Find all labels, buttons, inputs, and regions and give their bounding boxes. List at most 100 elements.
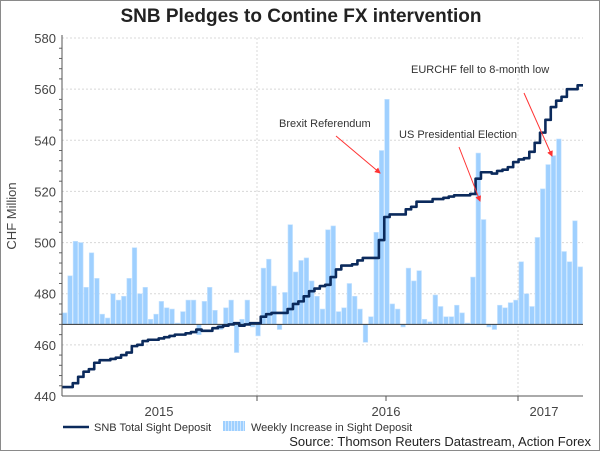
bar <box>137 293 143 325</box>
bar <box>507 302 514 325</box>
bar <box>115 299 121 325</box>
bar <box>67 275 73 325</box>
y-tick-label: 560 <box>34 82 56 97</box>
bar <box>448 316 454 325</box>
bar <box>255 324 261 337</box>
y-axis-label: CHF Million <box>4 182 19 249</box>
bar <box>566 261 573 325</box>
y-tick-label: 540 <box>34 133 56 148</box>
bar <box>432 294 438 325</box>
bar <box>223 307 229 325</box>
y-tick-label: 460 <box>34 338 56 353</box>
bar <box>99 313 105 325</box>
bar <box>153 313 159 325</box>
bar <box>416 270 422 325</box>
bar <box>164 307 170 325</box>
bar <box>438 306 444 325</box>
bar <box>207 287 213 325</box>
annotation-label: US Presidential Election <box>399 129 517 141</box>
bar <box>62 312 68 325</box>
bar <box>421 318 428 325</box>
bar <box>497 304 503 325</box>
bar <box>276 324 283 330</box>
annotation-arrow <box>523 92 553 157</box>
bar <box>94 278 100 325</box>
bar <box>550 155 557 325</box>
x-tick-label: 2016 <box>372 404 401 419</box>
bar <box>362 324 369 343</box>
bar <box>524 293 530 325</box>
bar <box>518 261 524 325</box>
bar <box>368 316 374 325</box>
annotation-arrow <box>335 135 381 174</box>
bar <box>212 310 218 325</box>
bar <box>384 99 390 325</box>
bar <box>481 219 487 325</box>
bar <box>121 295 127 325</box>
bar <box>341 307 347 325</box>
annotations: Brexit Referendum US Presidential Electio… <box>279 64 553 202</box>
bar <box>357 308 363 325</box>
y-tick-label: 480 <box>34 287 56 302</box>
bar <box>148 318 154 325</box>
x-tick-label: 2015 <box>145 404 174 419</box>
annotation-arrow <box>458 146 481 202</box>
axes: 440 460 480 500 520 540 560 580 2015 2016 2017 <box>34 31 583 419</box>
bar <box>352 295 358 325</box>
source-note: Source: Thomson Reuters Datastream, Acti… <box>289 434 591 449</box>
bar <box>169 308 175 325</box>
bar <box>293 271 299 325</box>
bar <box>142 287 148 325</box>
bar <box>405 267 412 325</box>
bar <box>529 306 535 325</box>
annotation-label: Brexit Referendum <box>279 118 371 130</box>
bar <box>271 285 277 325</box>
bar <box>513 299 519 325</box>
bar <box>336 311 342 325</box>
bar <box>319 308 326 325</box>
bar <box>389 303 395 325</box>
y-tick-label: 440 <box>34 389 56 404</box>
bar <box>314 295 320 325</box>
bar <box>78 242 84 325</box>
bar <box>411 280 417 325</box>
chart-title: SNB Pledges to Contine FX intervention <box>120 6 482 27</box>
bar <box>545 164 551 325</box>
bar <box>110 293 116 325</box>
legend: SNB Total Sight Deposit Weekly Increase … <box>63 421 412 434</box>
bar <box>180 311 186 325</box>
bar <box>572 220 578 325</box>
annotation-label: EURCHF fell to 8-month low <box>411 64 549 76</box>
bar <box>88 252 95 325</box>
bar <box>577 266 583 325</box>
bar <box>83 287 89 325</box>
sight-deposit-line <box>62 84 583 389</box>
bar <box>298 260 304 325</box>
bar <box>72 240 79 325</box>
bar <box>395 308 401 325</box>
bar <box>534 237 540 325</box>
x-tick-label: 2017 <box>530 404 559 419</box>
bar <box>105 317 111 325</box>
y-tick-label: 580 <box>34 31 56 46</box>
bar <box>228 299 234 325</box>
legend-bar-swatch <box>223 421 245 431</box>
bar <box>502 307 508 325</box>
bar <box>491 324 497 330</box>
bar <box>540 188 546 325</box>
bar <box>201 301 207 325</box>
bar <box>556 138 562 325</box>
bar <box>470 276 476 325</box>
legend-label-line: SNB Total Sight Deposit <box>94 422 211 434</box>
bar <box>346 283 352 325</box>
y-tick-label: 520 <box>34 184 56 199</box>
bar <box>244 299 250 325</box>
bar <box>309 280 315 325</box>
bar <box>459 312 465 325</box>
y-tick-label: 500 <box>34 236 56 251</box>
bar <box>185 299 191 325</box>
bar <box>561 251 567 325</box>
bar <box>131 247 138 325</box>
